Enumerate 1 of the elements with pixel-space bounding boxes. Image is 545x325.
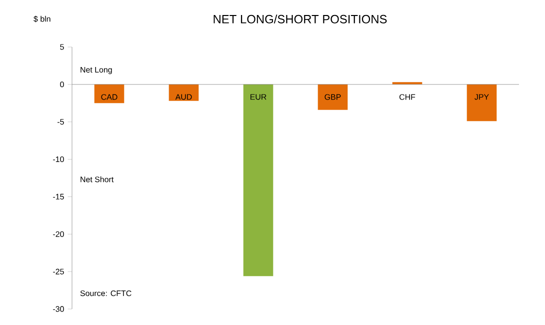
chart-title: NET LONG/SHORT POSITIONS <box>214 14 387 24</box>
